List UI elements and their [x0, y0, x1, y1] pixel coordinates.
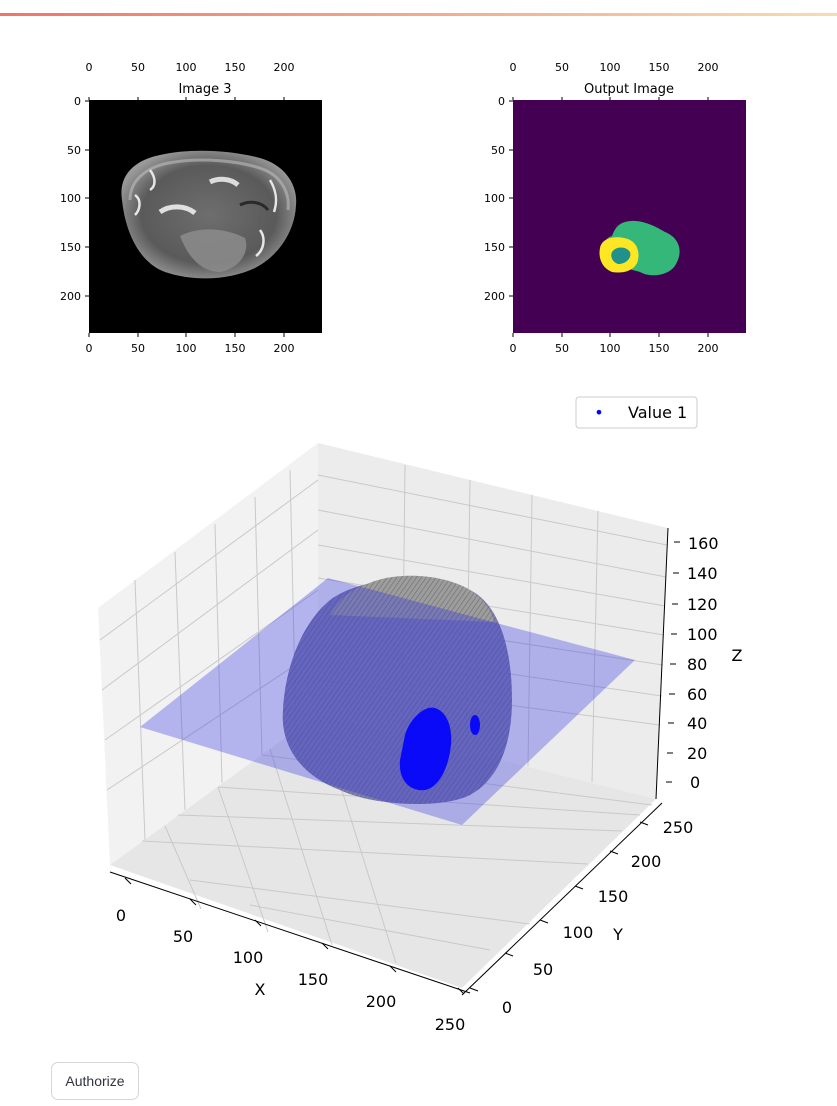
- output-xtick-bottom: 0: [510, 342, 517, 355]
- plot3d-floor-pane: [110, 714, 656, 988]
- output-xtick-top: 100: [600, 61, 621, 74]
- output-x-axis-top: 0 50 100 150 200: [510, 61, 719, 100]
- output-xtick-bottom: 100: [600, 342, 621, 355]
- z-axis-label: Z: [732, 646, 743, 665]
- output-ytick: 50: [491, 144, 505, 157]
- plot3d-z-axis: [655, 527, 680, 800]
- plot3d-z-ticks: 0 20 40 60 80 100 120 140 160: [687, 534, 719, 792]
- z-tick-label: 160: [688, 534, 719, 553]
- authorize-button[interactable]: Authorize: [51, 1062, 139, 1100]
- x-tick-label: 100: [233, 948, 264, 967]
- mri-xtick-bottom: 0: [86, 342, 93, 355]
- z-tick-label: 100: [687, 625, 718, 644]
- plot3d-y-axis: [461, 802, 663, 996]
- mri-xtick-top: 100: [176, 61, 197, 74]
- mri-brain-slice: [121, 150, 297, 279]
- tumor-scatter-cluster: [399, 707, 480, 791]
- output-xtick-top: 50: [555, 61, 569, 74]
- z-tick-label: 20: [687, 744, 707, 763]
- plot3d-x-ticks: 0 50 100 150 200 250: [116, 906, 465, 1034]
- mri-ytick: 150: [60, 241, 81, 254]
- legend-box: [575, 396, 698, 429]
- mri-x-axis-top: 0 50 100 150 200: [86, 61, 295, 100]
- output-ytick: 0: [498, 95, 505, 108]
- brain-mesh-surface: [282, 575, 512, 805]
- legend-marker-icon: •: [594, 403, 603, 422]
- output-xtick-top: 0: [510, 61, 517, 74]
- output-xtick-bottom: 150: [649, 342, 670, 355]
- mri-ytick: 200: [60, 290, 81, 303]
- mri-xtick-bottom: 200: [274, 342, 295, 355]
- output-xtick-bottom: 200: [698, 342, 719, 355]
- mri-ytick: 0: [74, 95, 81, 108]
- x-tick-label: 150: [298, 970, 329, 989]
- z-tick-label: 0: [690, 773, 700, 792]
- mri-ytick: 100: [60, 192, 81, 205]
- y-axis-label: Y: [612, 925, 623, 944]
- x-axis-label: X: [255, 980, 266, 999]
- y-tick-label: 0: [502, 998, 512, 1017]
- z-tick-label: 60: [687, 685, 707, 704]
- mri-xtick-top: 150: [225, 61, 246, 74]
- output-xtick-top: 200: [698, 61, 719, 74]
- y-tick-label: 250: [663, 818, 694, 837]
- y-tick-label: 100: [563, 923, 594, 942]
- z-tick-label: 120: [687, 595, 718, 614]
- segmentation-output-panel: Output Image 0 50 100 150 200 0 50 100 1…: [484, 61, 746, 355]
- plot-legend: • Value 1: [575, 396, 698, 429]
- output-ytick: 200: [484, 290, 505, 303]
- y-tick-label: 150: [598, 887, 629, 906]
- mri-image-panel: Image 3 0 50 100 150 200 0 50 1: [60, 61, 322, 355]
- plot3d-x-axis: [109, 871, 471, 995]
- y-tick-label: 50: [533, 960, 553, 979]
- mri-xtick-bottom: 50: [131, 342, 145, 355]
- segmentation-enhancing-region: [611, 247, 631, 264]
- mri-x-axis-bottom: 0 50 100 150 200: [86, 333, 295, 355]
- mri-xtick-bottom: 100: [176, 342, 197, 355]
- x-tick-label: 250: [435, 1015, 466, 1034]
- legend-label: Value 1: [628, 403, 687, 422]
- segmentation-background: [513, 100, 746, 333]
- output-panel-title: Output Image: [584, 82, 674, 97]
- slice-plane: [140, 578, 635, 825]
- plot3d-y-ticks: 0 50 100 150 200 250: [502, 818, 693, 1017]
- z-tick-label: 140: [687, 564, 718, 583]
- output-x-axis-bottom: 0 50 100 150 200: [510, 333, 719, 355]
- output-xtick-bottom: 50: [555, 342, 569, 355]
- x-tick-label: 200: [366, 992, 397, 1011]
- mri-xtick-top: 50: [131, 61, 145, 74]
- x-tick-label: 0: [116, 906, 126, 925]
- mri-panel-title: Image 3: [178, 82, 231, 97]
- y-tick-label: 200: [631, 852, 662, 871]
- mri-xtick-top: 0: [86, 61, 93, 74]
- z-tick-label: 40: [687, 714, 707, 733]
- x-tick-label: 50: [173, 927, 193, 946]
- z-tick-label: 80: [687, 655, 707, 674]
- output-ytick: 100: [484, 192, 505, 205]
- output-y-axis: 0 50 100 150 200: [484, 95, 513, 303]
- mri-xtick-bottom: 150: [225, 342, 246, 355]
- header-decoration-bar: [0, 13, 837, 16]
- mri-y-axis: 0 50 100 150 200: [60, 95, 89, 303]
- output-ytick: 150: [484, 241, 505, 254]
- output-xtick-top: 150: [649, 61, 670, 74]
- mri-ytick: 50: [67, 144, 81, 157]
- plot3d: 0 50 100 150 200 250 X 0 50 100 150 200 …: [98, 443, 743, 1034]
- mri-xtick-top: 200: [274, 61, 295, 74]
